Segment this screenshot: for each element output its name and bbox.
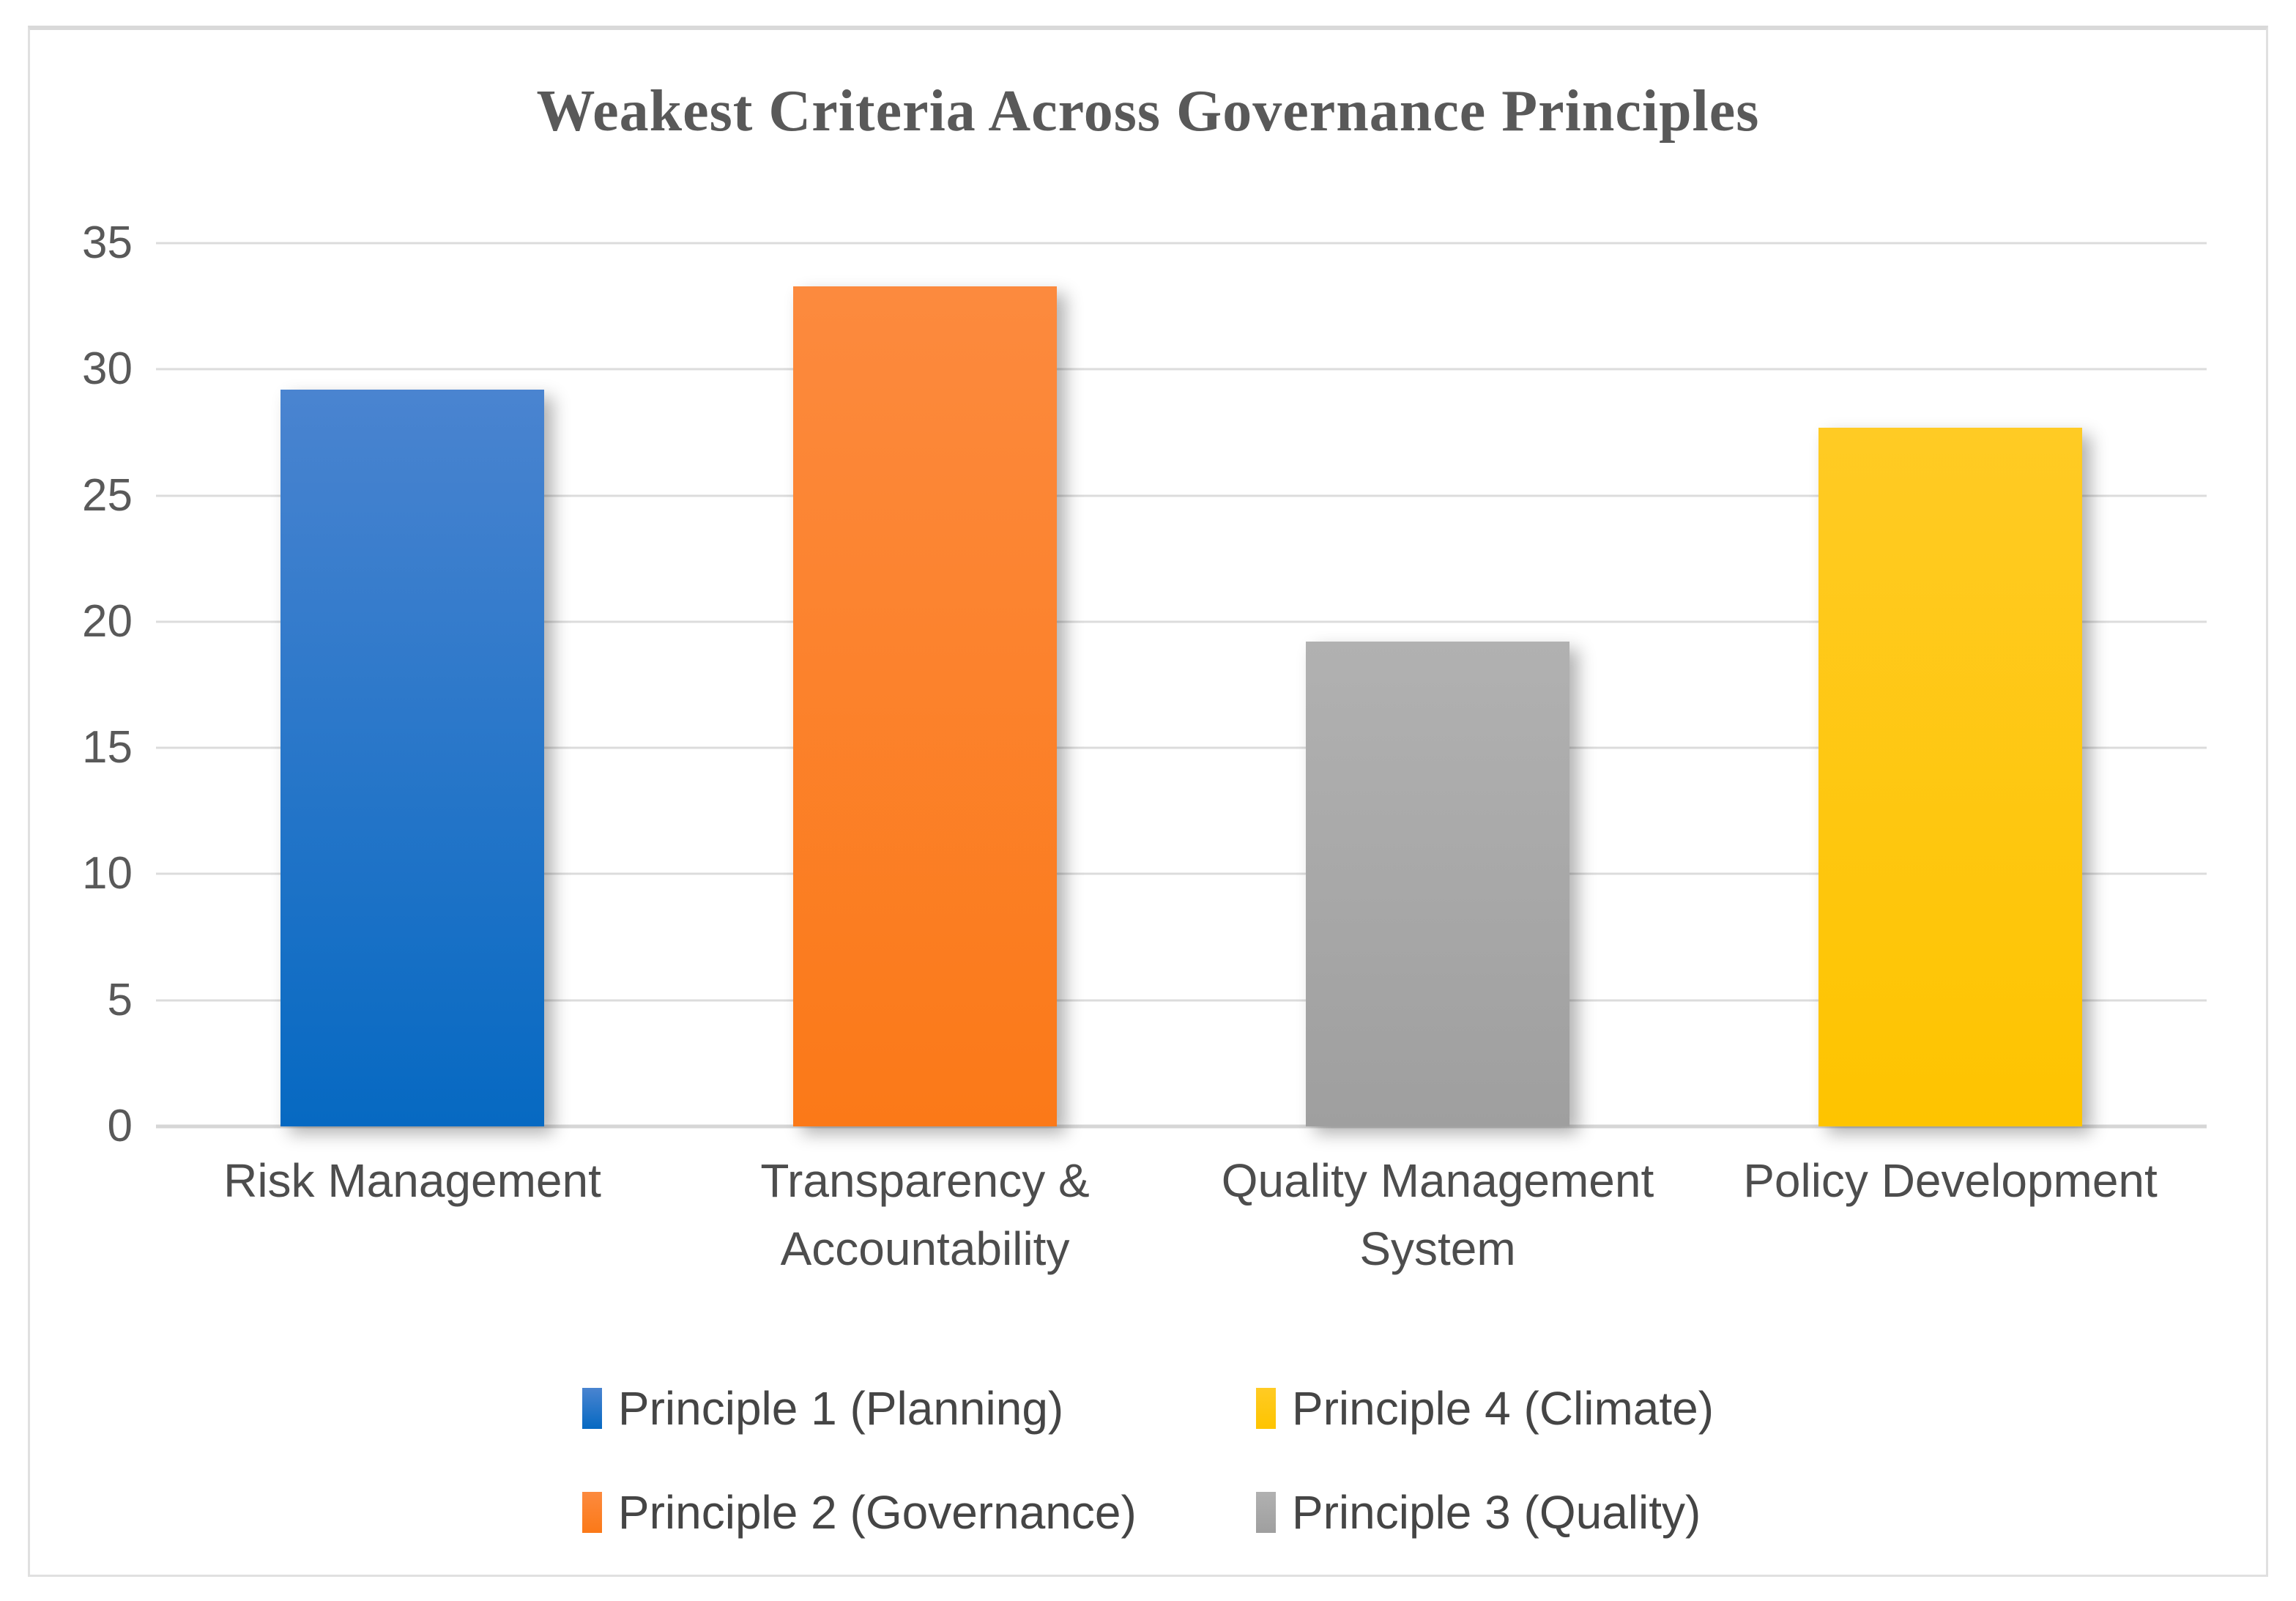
legend-entry-principle-1-planning: Principle 1 (Planning) <box>582 1381 1256 1435</box>
y-tick-label-0: 0 <box>107 1101 133 1151</box>
legend-entry-principle-4-climate: Principle 4 (Climate) <box>1255 1381 1714 1435</box>
y-tick-label-15: 15 <box>82 722 133 773</box>
gridline-25 <box>156 494 2207 497</box>
legend-label: Principle 3 (Quality) <box>1291 1486 1701 1539</box>
gridline-30 <box>156 368 2207 371</box>
gridline-5 <box>156 999 2207 1002</box>
y-axis-ticks: 0 5 10 15 20 25 30 35 <box>30 220 133 1149</box>
legend-marker-icon <box>582 1492 602 1533</box>
y-tick-label-30: 30 <box>82 343 133 395</box>
legend-entry-principle-3-quality: Principle 3 (Quality) <box>1255 1485 1714 1539</box>
bar-policy-development <box>1818 427 2083 1126</box>
y-tick-label-25: 25 <box>82 469 133 521</box>
plot-area <box>156 242 2207 1129</box>
x-label-line: Quality Management <box>1221 1154 1654 1207</box>
y-tick-label-5: 5 <box>107 974 133 1025</box>
x-label-risk-management: Risk Management <box>156 1147 669 1215</box>
x-label-line: Risk Management <box>223 1154 601 1207</box>
x-label-policy-development: Policy Development <box>1694 1147 2207 1215</box>
x-label-line: Policy Development <box>1743 1154 2158 1207</box>
chart-title: Weakest Criteria Across Governance Princ… <box>536 79 1760 144</box>
gridline-35 <box>156 242 2207 245</box>
gridline-10 <box>156 872 2207 875</box>
bar-transparency-accountability <box>792 286 1058 1126</box>
bar-risk-management <box>280 389 545 1126</box>
x-label-transparency-accountability: Transparency & Accountability <box>669 1147 1181 1283</box>
y-tick-label-10: 10 <box>82 848 133 899</box>
y-tick-label-20: 20 <box>82 595 133 647</box>
legend-label: Principle 1 (Planning) <box>617 1382 1064 1435</box>
legend-marker-icon <box>582 1388 602 1429</box>
legend-marker-icon <box>1255 1388 1276 1429</box>
x-label-line: Transparency & <box>760 1154 1090 1207</box>
legend-label: Principle 2 (Governance) <box>617 1486 1137 1539</box>
y-tick-label-35: 35 <box>82 218 133 268</box>
x-label-quality-management-system: Quality Management System <box>1181 1147 1694 1283</box>
legend-entry-principle-2-governance: Principle 2 (Governance) <box>582 1485 1256 1539</box>
gridline-15 <box>156 746 2207 749</box>
gridline-0 <box>156 1124 2207 1129</box>
legend-grid: Principle 1 (Planning) Principle 4 (Clima… <box>582 1381 1714 1539</box>
chart-frame: Weakest Criteria Across Governance Princ… <box>28 26 2268 1577</box>
x-label-line: System <box>1359 1222 1516 1275</box>
legend: Principle 1 (Planning) Principle 4 (Clima… <box>30 1381 2266 1539</box>
legend-marker-icon <box>1255 1492 1276 1533</box>
x-label-line: Accountability <box>780 1222 1070 1275</box>
legend-label: Principle 4 (Climate) <box>1291 1382 1714 1435</box>
bar-quality-management-system <box>1305 642 1570 1126</box>
gridline-20 <box>156 620 2207 623</box>
